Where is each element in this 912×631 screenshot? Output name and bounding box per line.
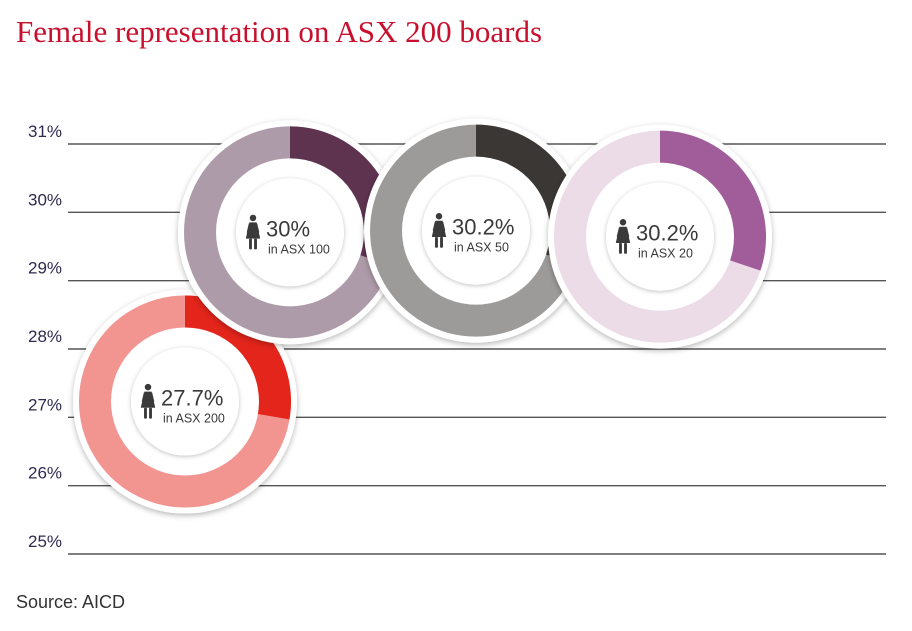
data-label-value: 30% [266, 216, 310, 241]
data-label-value: 30.2% [636, 221, 698, 246]
y-tick-label: 25% [28, 532, 62, 551]
data-label-value: 27.7% [161, 386, 223, 411]
data-label-name: in ASX 100 [268, 242, 330, 256]
y-tick-label: 31% [28, 122, 62, 141]
donut-asx-200: 27.7%in ASX 200 [73, 289, 297, 514]
y-tick-label: 30% [28, 190, 62, 209]
donut-center [422, 176, 530, 285]
donut-ring-share [185, 295, 292, 420]
donut-center [131, 347, 239, 456]
chart-title: Female representation on ASX 200 boards [16, 14, 543, 49]
data-label-name: in ASX 20 [638, 247, 693, 261]
y-tick-label: 26% [28, 464, 62, 483]
donut-asx-50: 30.2%in ASX 50 [364, 118, 588, 343]
chart-source: Source: AICD [16, 592, 126, 612]
y-tick-label: 29% [28, 259, 62, 278]
donut-asx-100: 30%in ASX 100 [178, 120, 402, 345]
y-tick-label: 27% [28, 395, 62, 414]
donut-asx-20: 30.2%in ASX 20 [548, 124, 772, 349]
donut-center [606, 182, 714, 291]
data-label-name: in ASX 50 [454, 241, 509, 255]
donut-ring-share [660, 130, 766, 271]
data-label-value: 30.2% [452, 215, 514, 240]
donut-center [236, 178, 344, 287]
data-label-name: in ASX 200 [163, 412, 225, 426]
y-tick-label: 28% [28, 327, 62, 346]
